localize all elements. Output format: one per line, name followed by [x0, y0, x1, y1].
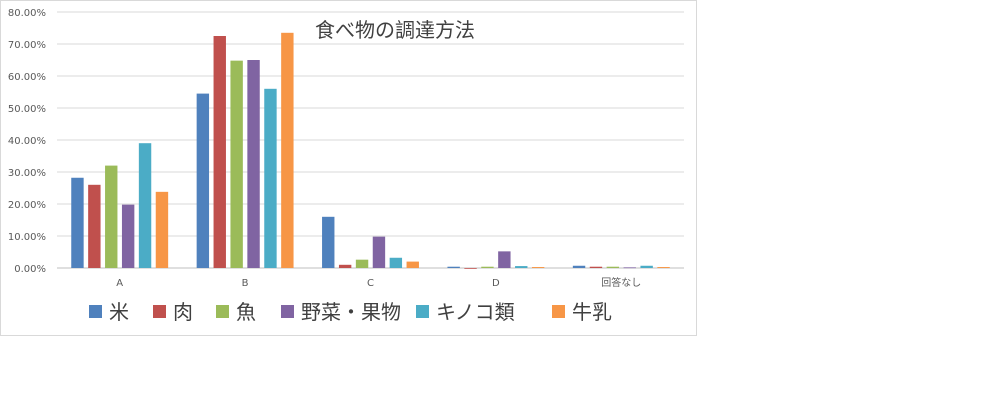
bar [105, 165, 118, 268]
legend-label: 野菜・果物 [301, 300, 401, 324]
bar [657, 267, 670, 268]
legend-label: 米 [109, 300, 129, 324]
legend: 米 肉 魚 野菜・果物 キノコ類 牛乳 [89, 300, 612, 324]
bar [196, 93, 210, 268]
legend-label: キノコ類 [436, 300, 515, 324]
bar [121, 204, 135, 268]
bar [247, 60, 260, 268]
bar [230, 60, 243, 268]
category-label: 回答なし [601, 276, 641, 289]
bar [138, 143, 152, 268]
chart-frame: 0.00% 10.00% 20.00% 30.00% 40.00% 50.00% 60.00… [0, 0, 697, 336]
bar [606, 266, 620, 268]
bar [264, 88, 277, 268]
bar [640, 265, 653, 268]
legend-swatch [153, 305, 166, 318]
y-tick-label: 40.00% [8, 136, 46, 147]
y-tick-label: 0.00% [14, 264, 46, 275]
bar [623, 267, 636, 269]
legend-swatch [552, 305, 565, 318]
chart-title: 食べ物の調達方法 [315, 18, 475, 42]
bar [213, 36, 226, 268]
bar [322, 216, 335, 268]
bar [406, 261, 419, 268]
bar [281, 32, 294, 268]
bar [515, 266, 528, 268]
category-label: D [492, 278, 500, 289]
y-tick-label: 30.00% [8, 168, 46, 179]
bar [88, 184, 101, 268]
bar [481, 266, 494, 268]
bar [355, 259, 369, 268]
bar [71, 177, 84, 268]
y-tick-label: 50.00% [8, 104, 46, 115]
legend-swatch [89, 305, 102, 318]
bar [372, 236, 386, 268]
bar [447, 266, 460, 268]
y-tick-label: 10.00% [8, 232, 46, 243]
bar [589, 266, 603, 268]
bar [155, 191, 169, 268]
legend-swatch [216, 305, 229, 318]
bar-chart: 0.00% 10.00% 20.00% 30.00% 40.00% 50.00% 60.00… [8, 8, 684, 324]
category-label: A [116, 278, 123, 289]
legend-label: 魚 [236, 300, 256, 324]
bar [464, 268, 477, 269]
bar [338, 264, 352, 268]
x-axis-categories: A B C D 回答なし [116, 276, 641, 289]
category-label: B [242, 278, 249, 289]
bar [498, 251, 511, 268]
bars [71, 32, 670, 269]
y-tick-label: 80.00% [8, 8, 46, 19]
legend-swatch [281, 305, 294, 318]
y-axis-ticks: 0.00% 10.00% 20.00% 30.00% 40.00% 50.00% 60.00… [8, 8, 46, 275]
y-tick-label: 70.00% [8, 40, 46, 51]
bar [572, 265, 586, 268]
legend-swatch [416, 305, 429, 318]
bar [531, 267, 545, 268]
category-label: C [367, 278, 374, 289]
legend-label: 肉 [173, 300, 193, 324]
legend-label: 牛乳 [572, 300, 612, 324]
y-tick-label: 60.00% [8, 72, 46, 83]
bar [389, 257, 403, 268]
y-tick-label: 20.00% [8, 200, 46, 211]
